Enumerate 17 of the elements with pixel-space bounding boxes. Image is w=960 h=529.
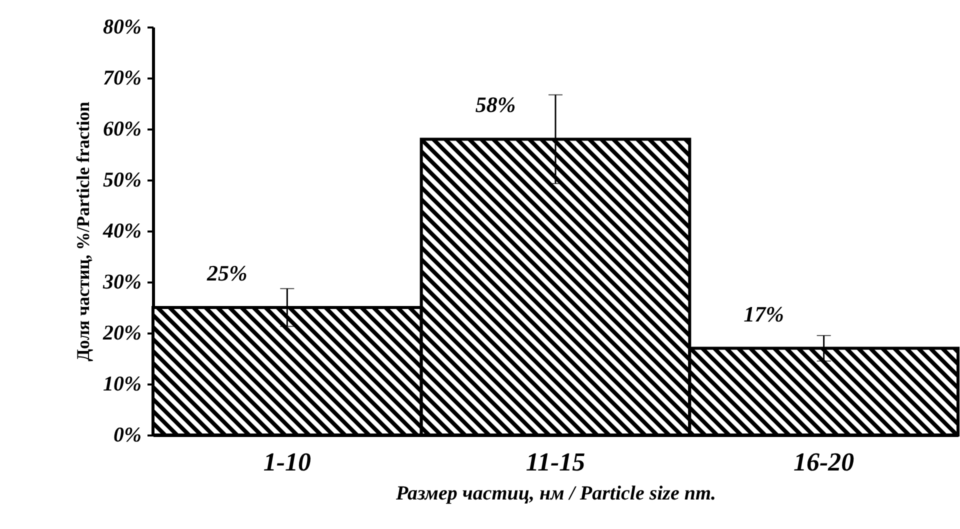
x-axis-title: Размер частиц, нм / Particle size nm.: [395, 482, 716, 504]
y-tick-label: 70%: [103, 66, 142, 90]
x-tick-label: 11-15: [526, 448, 586, 476]
y-tick-label: 50%: [103, 168, 142, 192]
data-label: 25%: [206, 260, 248, 286]
y-tick-label: 40%: [102, 218, 142, 242]
data-label: 17%: [744, 301, 784, 326]
y-axis-title: Доля частиц, %/Particle fraction: [73, 102, 94, 362]
data-label: 58%: [475, 92, 516, 118]
x-tick-label: 1-10: [263, 448, 312, 476]
y-tick-label: 80%: [103, 14, 142, 38]
y-tick-label: 30%: [102, 270, 142, 294]
y-tick-label: 20%: [102, 320, 142, 344]
x-tick-label: 16-20: [793, 448, 854, 476]
y-tick-label: 60%: [103, 116, 142, 140]
y-tick-label: 10%: [103, 372, 142, 396]
y-tick-label: 0%: [114, 422, 142, 446]
